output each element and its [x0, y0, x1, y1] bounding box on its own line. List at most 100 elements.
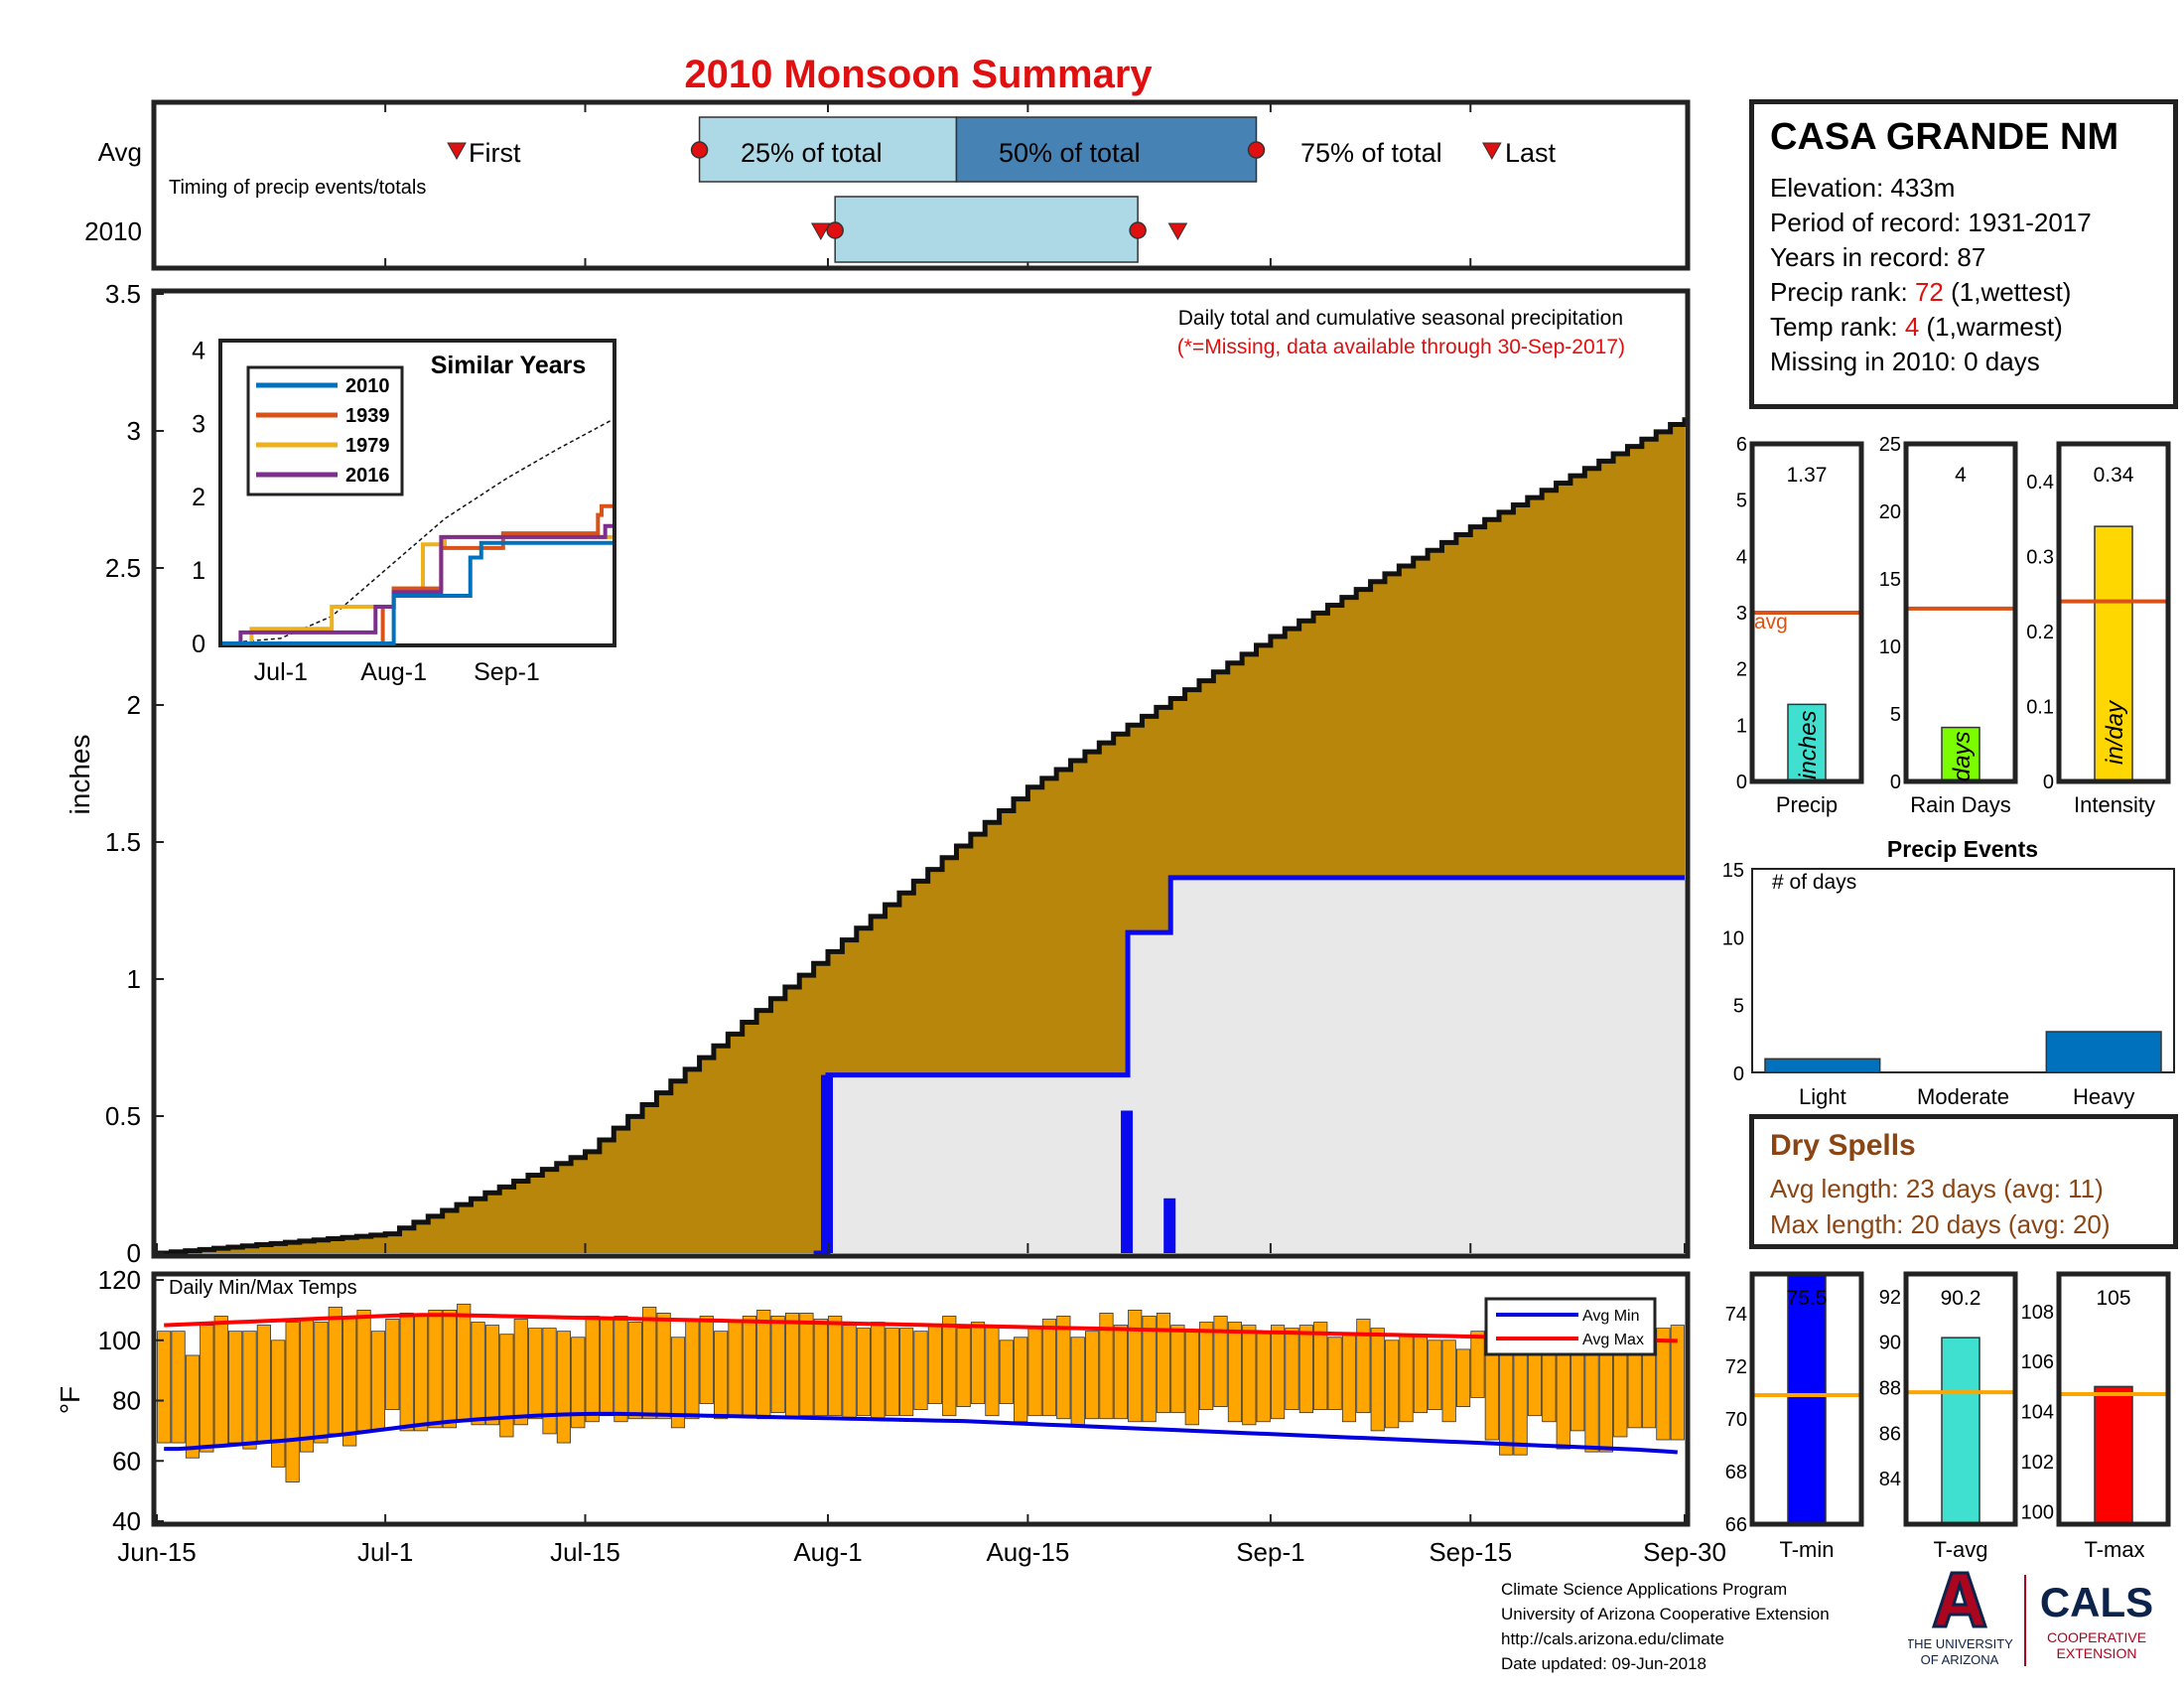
mini-panel-frame-rain_days: [1903, 441, 2018, 784]
precip-rank-prefix: Precip rank:: [1770, 277, 1915, 307]
daily-temp-bar: [342, 1316, 357, 1447]
tbar-value-tmin: 75.5: [1787, 1287, 1828, 1310]
daily-temp-bar: [1099, 1313, 1114, 1420]
mini-precip-label: Precip: [1776, 792, 1838, 817]
tbar-tick-label-tmax: 104: [2021, 1402, 2054, 1424]
tbar-tick-label-tavg: 90: [1879, 1333, 1901, 1354]
timing-panel: Avg 2010 Timing of precip events/totals …: [84, 99, 1691, 271]
station-period: Period of record: 1931-2017: [1770, 208, 2092, 237]
mini-panel-bg-rain_days: [1906, 444, 2015, 781]
tbar-tick-label-tmin: 66: [1725, 1514, 1747, 1536]
tbar-tick-label-tavg: 92: [1879, 1287, 1901, 1309]
tbar-tick-label-tmax: 102: [2021, 1452, 2054, 1474]
mini-tick-label-rain_days: 10: [1879, 636, 1901, 658]
daily-temp-bar: [1298, 1325, 1313, 1414]
daily-temp-bar: [799, 1313, 814, 1417]
mini-bar-intensity: [2094, 525, 2133, 782]
daily-temp-bar: [1041, 1319, 1057, 1417]
daily-temp-bar: [1385, 1340, 1400, 1429]
daily-temp-bar: [642, 1306, 657, 1420]
inset-title: Similar Years: [431, 352, 587, 379]
mini-tick-label-precip: 1: [1736, 715, 1747, 737]
dry-spells-title: Dry Spells: [1770, 1129, 1916, 1162]
university-logos: THE UNIVERSITY OF ARIZONA CALS COOPERATI…: [1908, 1571, 2153, 1667]
mini-tick-label-rain_days: 25: [1879, 434, 1901, 456]
cals-line-1: COOPERATIVE: [2047, 1629, 2146, 1645]
daily-temp-bar: [742, 1316, 756, 1417]
mini-tick-label-rain_days: 5: [1890, 704, 1901, 726]
daily-temp-bar: [770, 1316, 785, 1414]
daily-temp-bar: [1413, 1334, 1429, 1414]
timing-marker-avg-75: [1247, 141, 1266, 159]
daily-temp-bar: [1113, 1325, 1128, 1420]
daily-temp-bar: [571, 1337, 586, 1429]
chart-title: 2010 Monsoon Summary: [684, 53, 1153, 96]
daily-temp-bar: [1570, 1345, 1585, 1432]
temps-title: Daily Min/Max Temps: [169, 1277, 357, 1299]
x-tick-label: Aug-15: [986, 1537, 1069, 1567]
daily-temp-bar: [985, 1325, 1000, 1417]
daily-temp-bar: [442, 1310, 457, 1429]
daily-temp-bar: [228, 1331, 243, 1444]
tbar-tick-label-tmax: 106: [2021, 1351, 2054, 1373]
footer-line-2: University of Arizona Cooperative Extens…: [1501, 1605, 1830, 1623]
precip-note: Daily total and cumulative seasonal prec…: [1178, 307, 1623, 330]
daily-precip-bar: [821, 1074, 834, 1253]
temps-marks: 40 60 80 100 120: [98, 1265, 1685, 1536]
timing-row-label-avg: Avg: [98, 137, 142, 167]
inset-x-tick-label: Jul-1: [254, 658, 308, 686]
station-temp-rank: Temp rank: 4 (1,warmest): [1770, 310, 2157, 345]
temps-legend-max: Avg Max: [1582, 1332, 1644, 1348]
temps-y-tick-label: 100: [98, 1326, 141, 1355]
daily-temp-bar: [999, 1340, 1014, 1404]
mini-panel-frame-precip: [1749, 441, 1864, 784]
x-tick-label: Jul-15: [550, 1537, 620, 1567]
daily-temp-bar: [285, 1322, 300, 1482]
events-y-tick-label: 0: [1733, 1063, 1744, 1085]
timing-label-p75: 75% of total: [1300, 138, 1442, 168]
daily-temp-bar: [1670, 1325, 1685, 1441]
tbar-tick-label-tmax: 100: [2021, 1501, 2054, 1523]
daily-temp-bar: [484, 1325, 500, 1426]
daily-temp-bar: [1270, 1325, 1286, 1420]
timing-marker-2010-last: [1167, 222, 1188, 241]
daily-temp-bar: [513, 1319, 528, 1426]
mini-tick-label-precip: 6: [1736, 434, 1747, 456]
daily-temp-bar: [299, 1319, 315, 1453]
tbar-frame-tmin: [1749, 1271, 1864, 1527]
daily-temp-bar: [1428, 1340, 1442, 1411]
ua-logo: THE UNIVERSITY OF ARIZONA: [1908, 1571, 2013, 1667]
precip-y-tick-label: 3: [127, 416, 141, 446]
footer-line-1: Climate Science Applications Program: [1501, 1580, 1788, 1599]
x-axis: Jun-15 Jul-1 Jul-15 Aug-1 Aug-15 Sep-1 Sep-15 S…: [117, 1243, 1726, 1567]
daily-temp-bar: [185, 1354, 201, 1459]
tbar-tavg: [1941, 1337, 1980, 1525]
daily-temp-bar: [899, 1328, 914, 1417]
precip-y-tick-label: 0.5: [105, 1101, 141, 1131]
precip-events-bars: Light Moderate Heavy 0 5 10 15: [1722, 860, 2175, 1109]
temp-rank-prefix: Temp rank:: [1770, 312, 1905, 342]
inset-marks: 0 1 2 3 4 Jul-1 Aug-1 Sep-1: [192, 337, 614, 686]
mini-tick-label-precip: 4: [1736, 546, 1747, 568]
daily-temp-bar: [871, 1322, 886, 1420]
x-tick-label: Sep-30: [1643, 1537, 1726, 1567]
daily-temp-bar: [1285, 1328, 1299, 1411]
daily-temp-bar: [656, 1313, 671, 1420]
avg-max-line: [164, 1313, 1678, 1343]
events-y-tick-label: 10: [1722, 927, 1744, 949]
cals-line-2: EXTENSION: [2057, 1645, 2137, 1661]
station-elevation: Elevation: 433m: [1770, 173, 1956, 203]
mini-panel-frame-intensity: [2056, 441, 2171, 784]
mini-tick-label-precip: 2: [1736, 659, 1747, 681]
daily-temp-bar: [1598, 1351, 1613, 1453]
daily-temp-bar: [699, 1316, 714, 1404]
mini-tick-label-rain_days: 20: [1879, 501, 1901, 523]
inset-legend-label-2010: 2010: [345, 375, 390, 397]
timing-marker-avg-25: [690, 141, 709, 159]
daily-temp-bar: [1356, 1319, 1371, 1414]
daily-temp-bar: [927, 1325, 942, 1404]
timing-marker-avg-first: [447, 142, 467, 161]
tbar-tick-label-tmax: 108: [2021, 1302, 2054, 1324]
mini-tick-label-rain_days: 0: [1890, 772, 1901, 793]
events-x-label: Moderate: [1917, 1084, 2009, 1109]
